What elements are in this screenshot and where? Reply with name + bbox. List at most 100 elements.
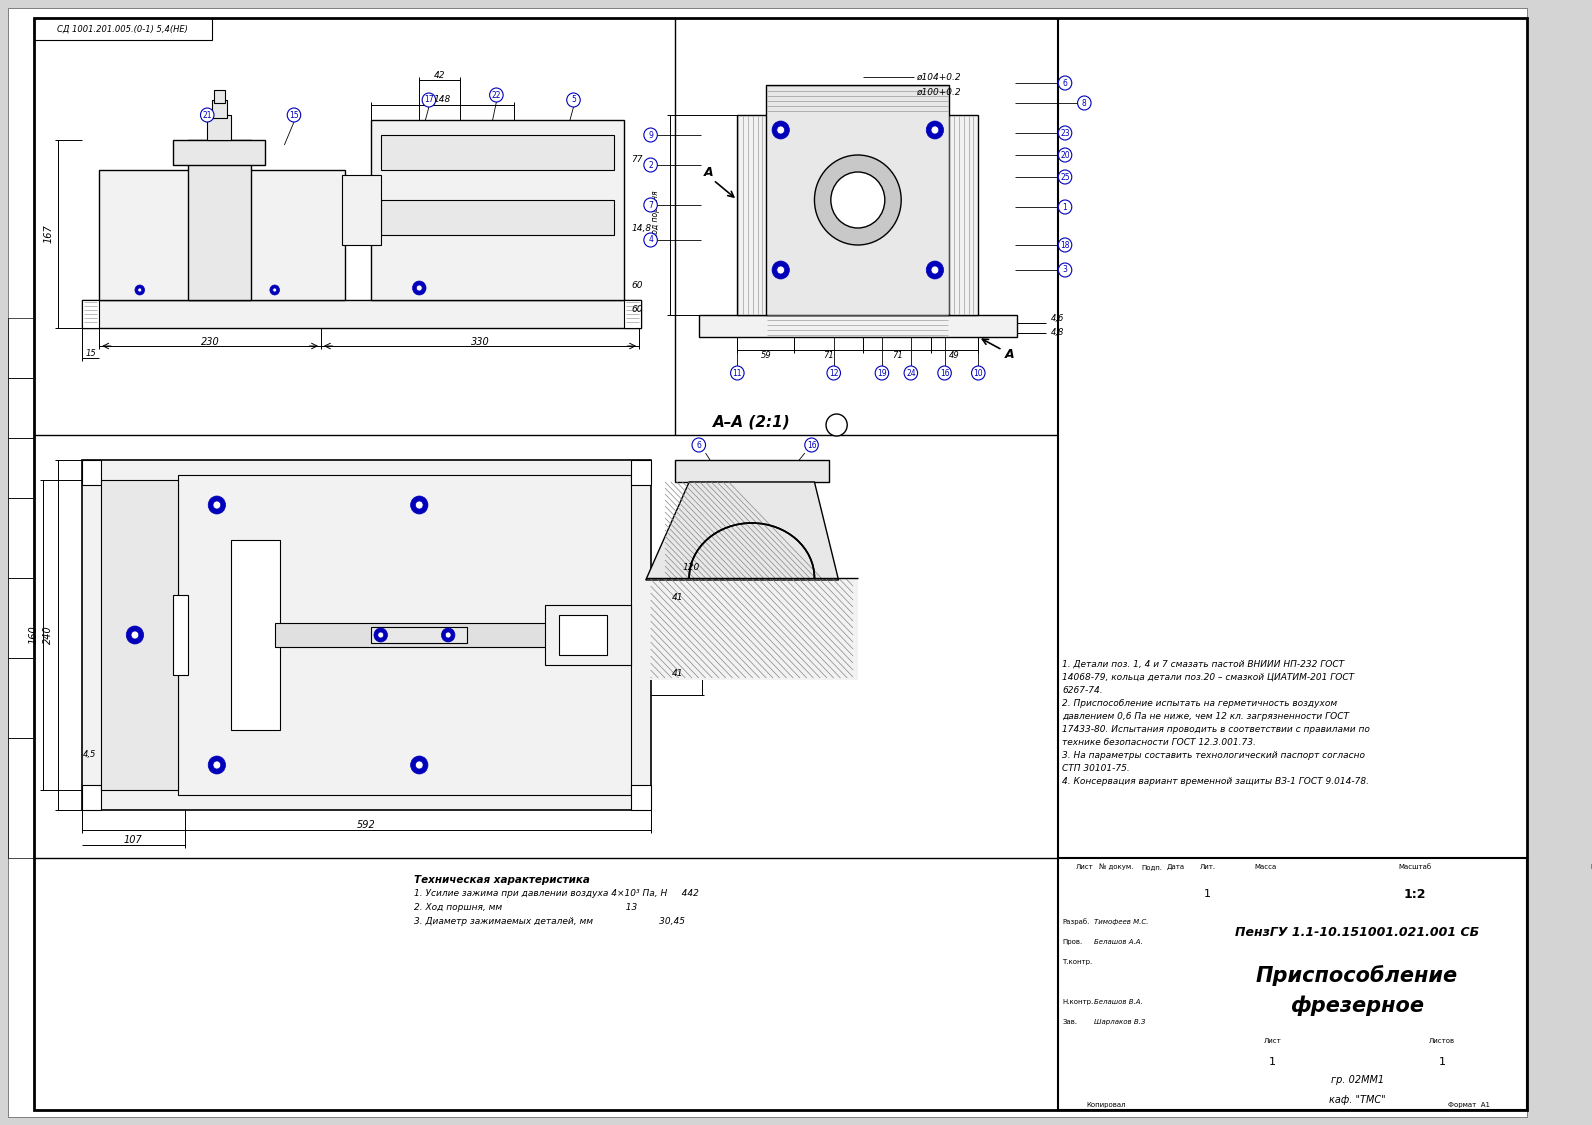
- Text: Лист: Лист: [1264, 1038, 1282, 1044]
- Bar: [544, 605, 632, 665]
- Circle shape: [377, 632, 384, 638]
- Bar: [766, 86, 949, 315]
- Circle shape: [1059, 76, 1071, 90]
- Text: 77: 77: [632, 155, 643, 164]
- Circle shape: [931, 126, 939, 134]
- Circle shape: [131, 631, 139, 639]
- Text: 7: 7: [648, 200, 653, 209]
- Circle shape: [826, 414, 847, 436]
- Polygon shape: [646, 578, 858, 680]
- Circle shape: [416, 760, 423, 770]
- Text: СТП 30101-75.: СТП 30101-75.: [1062, 764, 1130, 773]
- Text: 15: 15: [86, 350, 96, 359]
- Text: 4,8: 4,8: [1051, 328, 1063, 338]
- Circle shape: [931, 266, 939, 274]
- Bar: [81, 300, 99, 328]
- Text: Ход поршня: Ход поршня: [651, 190, 661, 240]
- Bar: [632, 785, 651, 810]
- Circle shape: [826, 366, 841, 380]
- Bar: [212, 100, 226, 118]
- Bar: [174, 595, 188, 675]
- Text: 41: 41: [672, 668, 683, 677]
- Text: 12: 12: [829, 369, 839, 378]
- Text: 71: 71: [892, 351, 903, 360]
- Text: 3: 3: [1062, 266, 1068, 274]
- Bar: [632, 460, 651, 485]
- Text: 240: 240: [43, 626, 53, 645]
- Text: 14,8: 14,8: [632, 224, 651, 233]
- Text: 148: 148: [433, 96, 451, 105]
- Text: Пров.: Пров.: [1062, 939, 1083, 945]
- Text: Т.контр.: Т.контр.: [1062, 958, 1092, 965]
- Circle shape: [567, 93, 579, 107]
- Circle shape: [201, 108, 213, 122]
- Text: 1:2: 1:2: [1404, 888, 1426, 900]
- Text: Листов: Листов: [1430, 1038, 1455, 1044]
- Circle shape: [938, 366, 952, 380]
- Text: 11: 11: [732, 369, 742, 378]
- Bar: [188, 140, 250, 300]
- Circle shape: [446, 632, 451, 638]
- Text: 3. Диаметр зажимаемых деталей, мм                       30,45: 3. Диаметр зажимаемых деталей, мм 30,45: [414, 918, 686, 927]
- Bar: [371, 120, 624, 300]
- Text: 592: 592: [357, 820, 376, 830]
- Text: 6: 6: [696, 441, 700, 450]
- Circle shape: [693, 438, 705, 452]
- Text: 19: 19: [877, 369, 887, 378]
- Circle shape: [374, 628, 387, 642]
- Text: фрезерное: фрезерное: [1290, 996, 1425, 1016]
- Text: 20: 20: [1060, 151, 1070, 160]
- Text: 330: 330: [471, 338, 489, 346]
- Circle shape: [490, 88, 503, 102]
- Text: ø104+0.2: ø104+0.2: [915, 72, 960, 81]
- Bar: [174, 140, 264, 165]
- Text: 160: 160: [29, 626, 38, 645]
- Text: 15: 15: [290, 110, 299, 119]
- Text: 18: 18: [1060, 241, 1070, 250]
- Bar: [81, 460, 651, 810]
- Text: 8: 8: [1083, 99, 1087, 108]
- Text: Белашов В.А.: Белашов В.А.: [1094, 999, 1143, 1005]
- Bar: [213, 90, 224, 104]
- Circle shape: [1078, 96, 1091, 110]
- Text: каф. "ТМС": каф. "ТМС": [1329, 1095, 1385, 1105]
- Circle shape: [1059, 126, 1071, 140]
- Text: 16: 16: [807, 441, 817, 450]
- Text: 24: 24: [906, 369, 915, 378]
- Bar: [8, 658, 33, 738]
- Text: Копировал: Копировал: [1087, 1102, 1126, 1108]
- Circle shape: [643, 233, 657, 248]
- Text: СД 1001.201.005.(0-1) 5,4(НЕ): СД 1001.201.005.(0-1) 5,4(НЕ): [57, 25, 188, 34]
- Bar: [380, 135, 615, 170]
- Text: Лит.: Лит.: [1200, 864, 1216, 870]
- Text: Лист: Лист: [1076, 864, 1094, 870]
- Circle shape: [643, 128, 657, 142]
- Text: ø100+0.2: ø100+0.2: [915, 88, 960, 97]
- Text: Подп.: Подп.: [1141, 864, 1162, 870]
- Bar: [675, 460, 829, 481]
- Circle shape: [139, 288, 142, 292]
- Text: 17433-80. Испытания проводить в соответствии с правилами по: 17433-80. Испытания проводить в соответс…: [1062, 724, 1371, 734]
- Circle shape: [441, 628, 455, 642]
- Text: давлением 0,6 Па не ниже, чем 12 кл. загрязненности ГОСТ: давлением 0,6 Па не ниже, чем 12 кл. заг…: [1062, 712, 1348, 721]
- Circle shape: [831, 172, 885, 228]
- Bar: [207, 115, 231, 140]
- Text: 1. Усилие зажима при давлении воздуха 4×10³ Па, Н     442: 1. Усилие зажима при давлении воздуха 4×…: [414, 890, 699, 899]
- Circle shape: [213, 760, 221, 770]
- Text: 59: 59: [761, 351, 772, 360]
- Bar: [699, 315, 1017, 338]
- Circle shape: [411, 756, 428, 774]
- Text: 6: 6: [1062, 79, 1068, 88]
- Text: 14068-79, кольца детали поз.20 – смазкой ЦИАТИМ-201 ГОСТ: 14068-79, кольца детали поз.20 – смазкой…: [1062, 673, 1355, 682]
- Text: 167: 167: [43, 225, 53, 243]
- Circle shape: [209, 756, 226, 774]
- Text: 3. На параметры составить технологический паспорт согласно: 3. На параметры составить технологически…: [1062, 752, 1366, 760]
- Text: 16: 16: [939, 369, 949, 378]
- Text: ПензГУ 1.1-10.151001.021.001 СБ: ПензГУ 1.1-10.151001.021.001 СБ: [1235, 927, 1479, 939]
- Circle shape: [772, 261, 790, 279]
- Text: 4,6: 4,6: [1051, 315, 1063, 324]
- Text: технике безопасности ГОСТ 12.3.001.73.: технике безопасности ГОСТ 12.3.001.73.: [1062, 738, 1256, 747]
- Circle shape: [777, 126, 785, 134]
- Bar: [81, 460, 102, 485]
- Text: 2. Ход поршня, мм                                           13: 2. Ход поршня, мм 13: [414, 903, 638, 912]
